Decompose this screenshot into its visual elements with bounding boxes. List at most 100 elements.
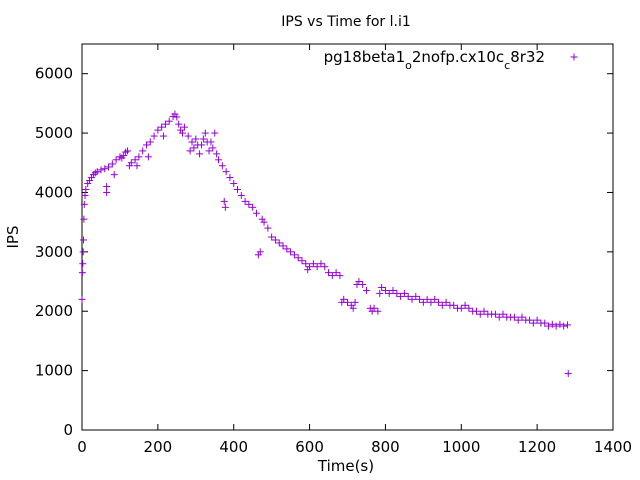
data-point: [279, 242, 287, 250]
data-point: [283, 245, 291, 253]
data-point: [378, 283, 386, 291]
data-point: [435, 298, 443, 306]
data-point: [97, 166, 105, 174]
y-tick-label: 3000: [35, 243, 73, 261]
data-point: [476, 310, 484, 318]
data-point: [563, 321, 571, 329]
y-tick-label: 6000: [35, 65, 73, 83]
data-point: [237, 191, 245, 199]
data-point: [271, 236, 279, 244]
data-point: [139, 147, 147, 155]
data-point: [78, 295, 86, 303]
data-point: [317, 260, 325, 268]
data-point: [177, 126, 185, 134]
data-point: [215, 156, 223, 164]
data-point: [165, 117, 173, 125]
data-point: [84, 180, 92, 188]
data-point: [79, 260, 87, 268]
data-point: [381, 286, 389, 294]
data-point: [205, 147, 213, 155]
data-point: [124, 147, 132, 155]
data-point: [80, 236, 88, 244]
legend-label: pg18beta1o2nofp.cx10cc8r32: [324, 48, 545, 72]
data-point: [325, 269, 333, 277]
data-point: [158, 123, 166, 131]
data-point: [254, 251, 262, 259]
data-point: [234, 185, 242, 193]
data-point: [306, 263, 314, 271]
data-point: [529, 319, 537, 327]
x-tick-label: 400: [219, 438, 248, 456]
data-point: [518, 313, 526, 321]
data-point: [450, 301, 458, 309]
data-point: [393, 289, 401, 297]
data-point: [472, 307, 480, 315]
data-point: [442, 298, 450, 306]
data-point: [245, 200, 253, 208]
data-point: [510, 313, 518, 321]
data-point: [412, 292, 420, 300]
data-point: [211, 129, 219, 137]
data-point: [514, 316, 522, 324]
data-point: [560, 322, 568, 330]
data-point: [264, 224, 272, 232]
data-point: [112, 156, 120, 164]
data-point: [220, 197, 228, 205]
data-point: [93, 168, 101, 176]
data-point: [465, 304, 473, 312]
data-point: [349, 304, 357, 312]
data-point: [218, 162, 226, 170]
data-point: [86, 177, 94, 185]
data-point: [101, 165, 109, 173]
data-point: [294, 254, 302, 262]
legend-label-part: 2nofp.cx10c: [412, 48, 504, 66]
data-point: [241, 197, 249, 205]
data-point: [91, 169, 99, 177]
data-point: [400, 289, 408, 297]
data-point: [526, 316, 534, 324]
data-point: [108, 160, 116, 168]
plot-frame: [81, 43, 614, 431]
y-tick-label: 5000: [35, 124, 73, 142]
data-point: [116, 153, 124, 161]
data-point: [408, 295, 416, 303]
data-point: [122, 148, 130, 156]
data-point: [541, 319, 549, 327]
data-point: [173, 113, 181, 121]
data-point: [258, 215, 266, 223]
data-point: [87, 174, 95, 182]
legend: pg18beta1o2nofp.cx10cc8r32: [324, 48, 578, 72]
data-point: [328, 272, 336, 280]
data-point: [135, 153, 143, 161]
y-axis-ticks: 0 1000 2000 3000 4000 5000 6000: [35, 65, 613, 439]
data-point: [302, 260, 310, 268]
data-point: [499, 310, 507, 318]
data-point: [207, 138, 215, 146]
data-point: [552, 322, 560, 330]
data-point: [103, 183, 111, 191]
data-point: [376, 289, 384, 297]
data-point: [389, 286, 397, 294]
data-point: [179, 129, 187, 137]
data-point: [209, 144, 217, 152]
data-point: [321, 263, 329, 271]
data-point: [81, 191, 89, 199]
data-point: [142, 141, 150, 149]
legend-marker: [570, 53, 578, 61]
data-point: [370, 304, 378, 312]
x-tick-label: 1400: [594, 438, 632, 456]
data-point: [120, 152, 128, 160]
data-point: [461, 301, 469, 309]
y-axis-title: IPS: [4, 226, 22, 249]
data-point: [127, 159, 135, 167]
data-point: [146, 138, 154, 146]
legend-label-part: 8r32: [510, 48, 545, 66]
data-point: [359, 281, 367, 289]
data-point: [252, 209, 260, 217]
data-point: [249, 203, 257, 211]
x-tick-label: 200: [144, 438, 173, 456]
data-point: [533, 316, 541, 324]
data-point: [351, 298, 359, 306]
data-point: [336, 272, 344, 280]
data-point: [313, 263, 321, 271]
